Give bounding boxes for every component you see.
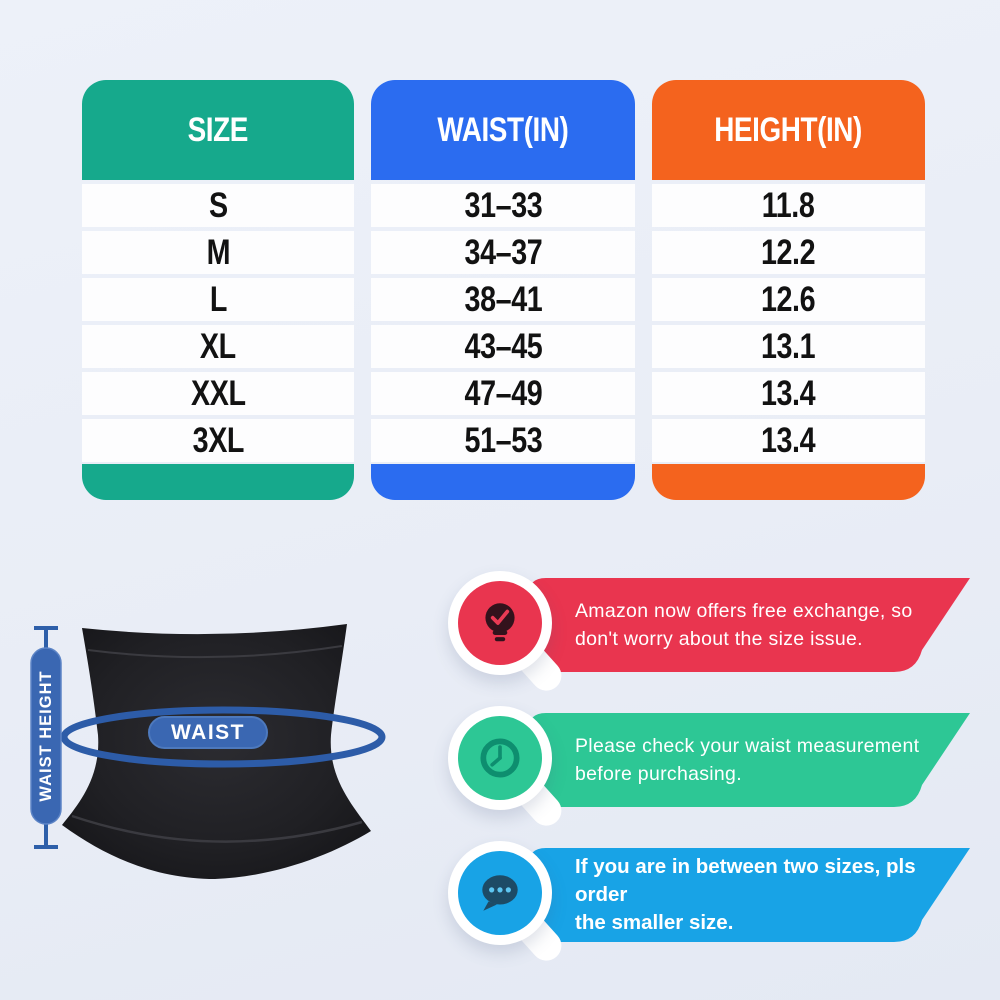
cell-text: 47–49 xyxy=(464,373,542,413)
size-table: SIZE WAIST(IN) HEIGHT(IN) S 31–33 11.8 M… xyxy=(82,80,925,500)
table-cell-size: XL xyxy=(82,325,354,368)
cell-text: 31–33 xyxy=(464,185,542,225)
callout-badge xyxy=(448,706,552,810)
cell-text: S xyxy=(208,185,228,225)
callout-free-exchange: Amazon now offers free exchange, so don'… xyxy=(448,571,993,697)
callout-between-sizes: If you are in between two sizes, pls ord… xyxy=(448,841,993,967)
table-cell-waist: 43–45 xyxy=(371,325,635,368)
chat-dots-icon xyxy=(482,875,518,911)
callout-banner-blue xyxy=(528,848,970,942)
clock-icon xyxy=(480,738,520,778)
table-cell-height: 11.8 xyxy=(652,184,925,227)
table-footer-row xyxy=(82,464,925,500)
cell-text: 43–45 xyxy=(464,326,542,366)
table-cell-waist: 47–49 xyxy=(371,372,635,415)
cell-text: 13.4 xyxy=(761,373,816,413)
cell-text: 34–37 xyxy=(464,232,542,272)
table-cell-size: L xyxy=(82,278,354,321)
waist-badge: WAIST xyxy=(148,716,268,749)
cell-text: 12.6 xyxy=(761,279,816,319)
table-cell-size: XXL xyxy=(82,372,354,415)
callout-text-line: don't worry about the size issue. xyxy=(575,628,863,650)
icon-circle xyxy=(458,716,542,800)
callout-check-measurement: Please check your waist measurement befo… xyxy=(448,706,993,832)
cell-text: XXL xyxy=(190,373,246,413)
waist-badge-label: WAIST xyxy=(171,720,245,744)
waist-trainer-illustration xyxy=(30,624,386,879)
size-table-grid: SIZE WAIST(IN) HEIGHT(IN) S 31–33 11.8 M… xyxy=(82,80,925,462)
column-header-waist: WAIST(IN) xyxy=(371,80,635,180)
height-badge-label: WAIST HEIGHT xyxy=(36,670,55,802)
table-footer-bar-blue xyxy=(371,464,635,500)
lightbulb-check-icon xyxy=(485,603,515,642)
table-footer-bar-orange xyxy=(652,464,925,500)
table-cell-size: S xyxy=(82,184,354,227)
callout-badge xyxy=(448,841,552,945)
cell-text: L xyxy=(209,279,227,319)
callout-text-line: Amazon now offers free exchange, so xyxy=(575,600,913,622)
height-measure-line xyxy=(34,626,58,849)
table-cell-waist: 34–37 xyxy=(371,231,635,274)
cell-text: 13.1 xyxy=(761,326,816,366)
callout-text: If you are in between two sizes, pls ord… xyxy=(575,848,935,942)
callout-text-line: Please check your waist measurement xyxy=(575,735,920,757)
table-cell-height: 13.4 xyxy=(652,419,925,462)
icon-circle xyxy=(458,851,542,935)
garment-shape xyxy=(62,624,371,879)
callout-text: Amazon now offers free exchange, so don'… xyxy=(575,578,935,672)
cell-text: 13.4 xyxy=(761,420,816,460)
callout-text-line: If you are in between two sizes, pls ord… xyxy=(575,855,916,906)
callout-text: Please check your waist measurement befo… xyxy=(575,713,935,807)
cell-text: 38–41 xyxy=(464,279,542,319)
column-header-size: SIZE xyxy=(82,80,354,180)
callout-banner-red xyxy=(528,578,970,672)
column-header-height-label: HEIGHT(IN) xyxy=(714,110,863,149)
cell-text: XL xyxy=(200,326,236,366)
callout-text-line: before purchasing. xyxy=(575,763,742,785)
waist-ring xyxy=(60,706,386,768)
cell-text: 51–53 xyxy=(464,420,542,460)
cell-text: M xyxy=(206,232,230,272)
column-header-size-label: SIZE xyxy=(187,110,249,149)
table-cell-height: 13.4 xyxy=(652,372,925,415)
column-header-height: HEIGHT(IN) xyxy=(652,80,925,180)
garment-bottom-seam xyxy=(71,814,363,843)
table-cell-size: 3XL xyxy=(82,419,354,462)
table-cell-waist: 31–33 xyxy=(371,184,635,227)
cell-text: 3XL xyxy=(192,420,244,460)
table-cell-waist: 51–53 xyxy=(371,419,635,462)
cell-text: 12.2 xyxy=(761,232,816,272)
column-header-waist-label: WAIST(IN) xyxy=(437,110,569,149)
cell-text: 11.8 xyxy=(762,185,815,225)
table-cell-waist: 38–41 xyxy=(371,278,635,321)
height-label-pill xyxy=(30,647,62,825)
callout-text-line: the smaller size. xyxy=(575,911,734,934)
table-cell-height: 13.1 xyxy=(652,325,925,368)
callout-badge xyxy=(448,571,552,675)
table-cell-height: 12.2 xyxy=(652,231,925,274)
table-cell-size: M xyxy=(82,231,354,274)
table-footer-bar-green xyxy=(82,464,354,500)
callout-banner-green xyxy=(528,713,970,807)
icon-circle xyxy=(458,581,542,665)
garment-top-seam xyxy=(87,645,343,659)
table-cell-height: 12.6 xyxy=(652,278,925,321)
